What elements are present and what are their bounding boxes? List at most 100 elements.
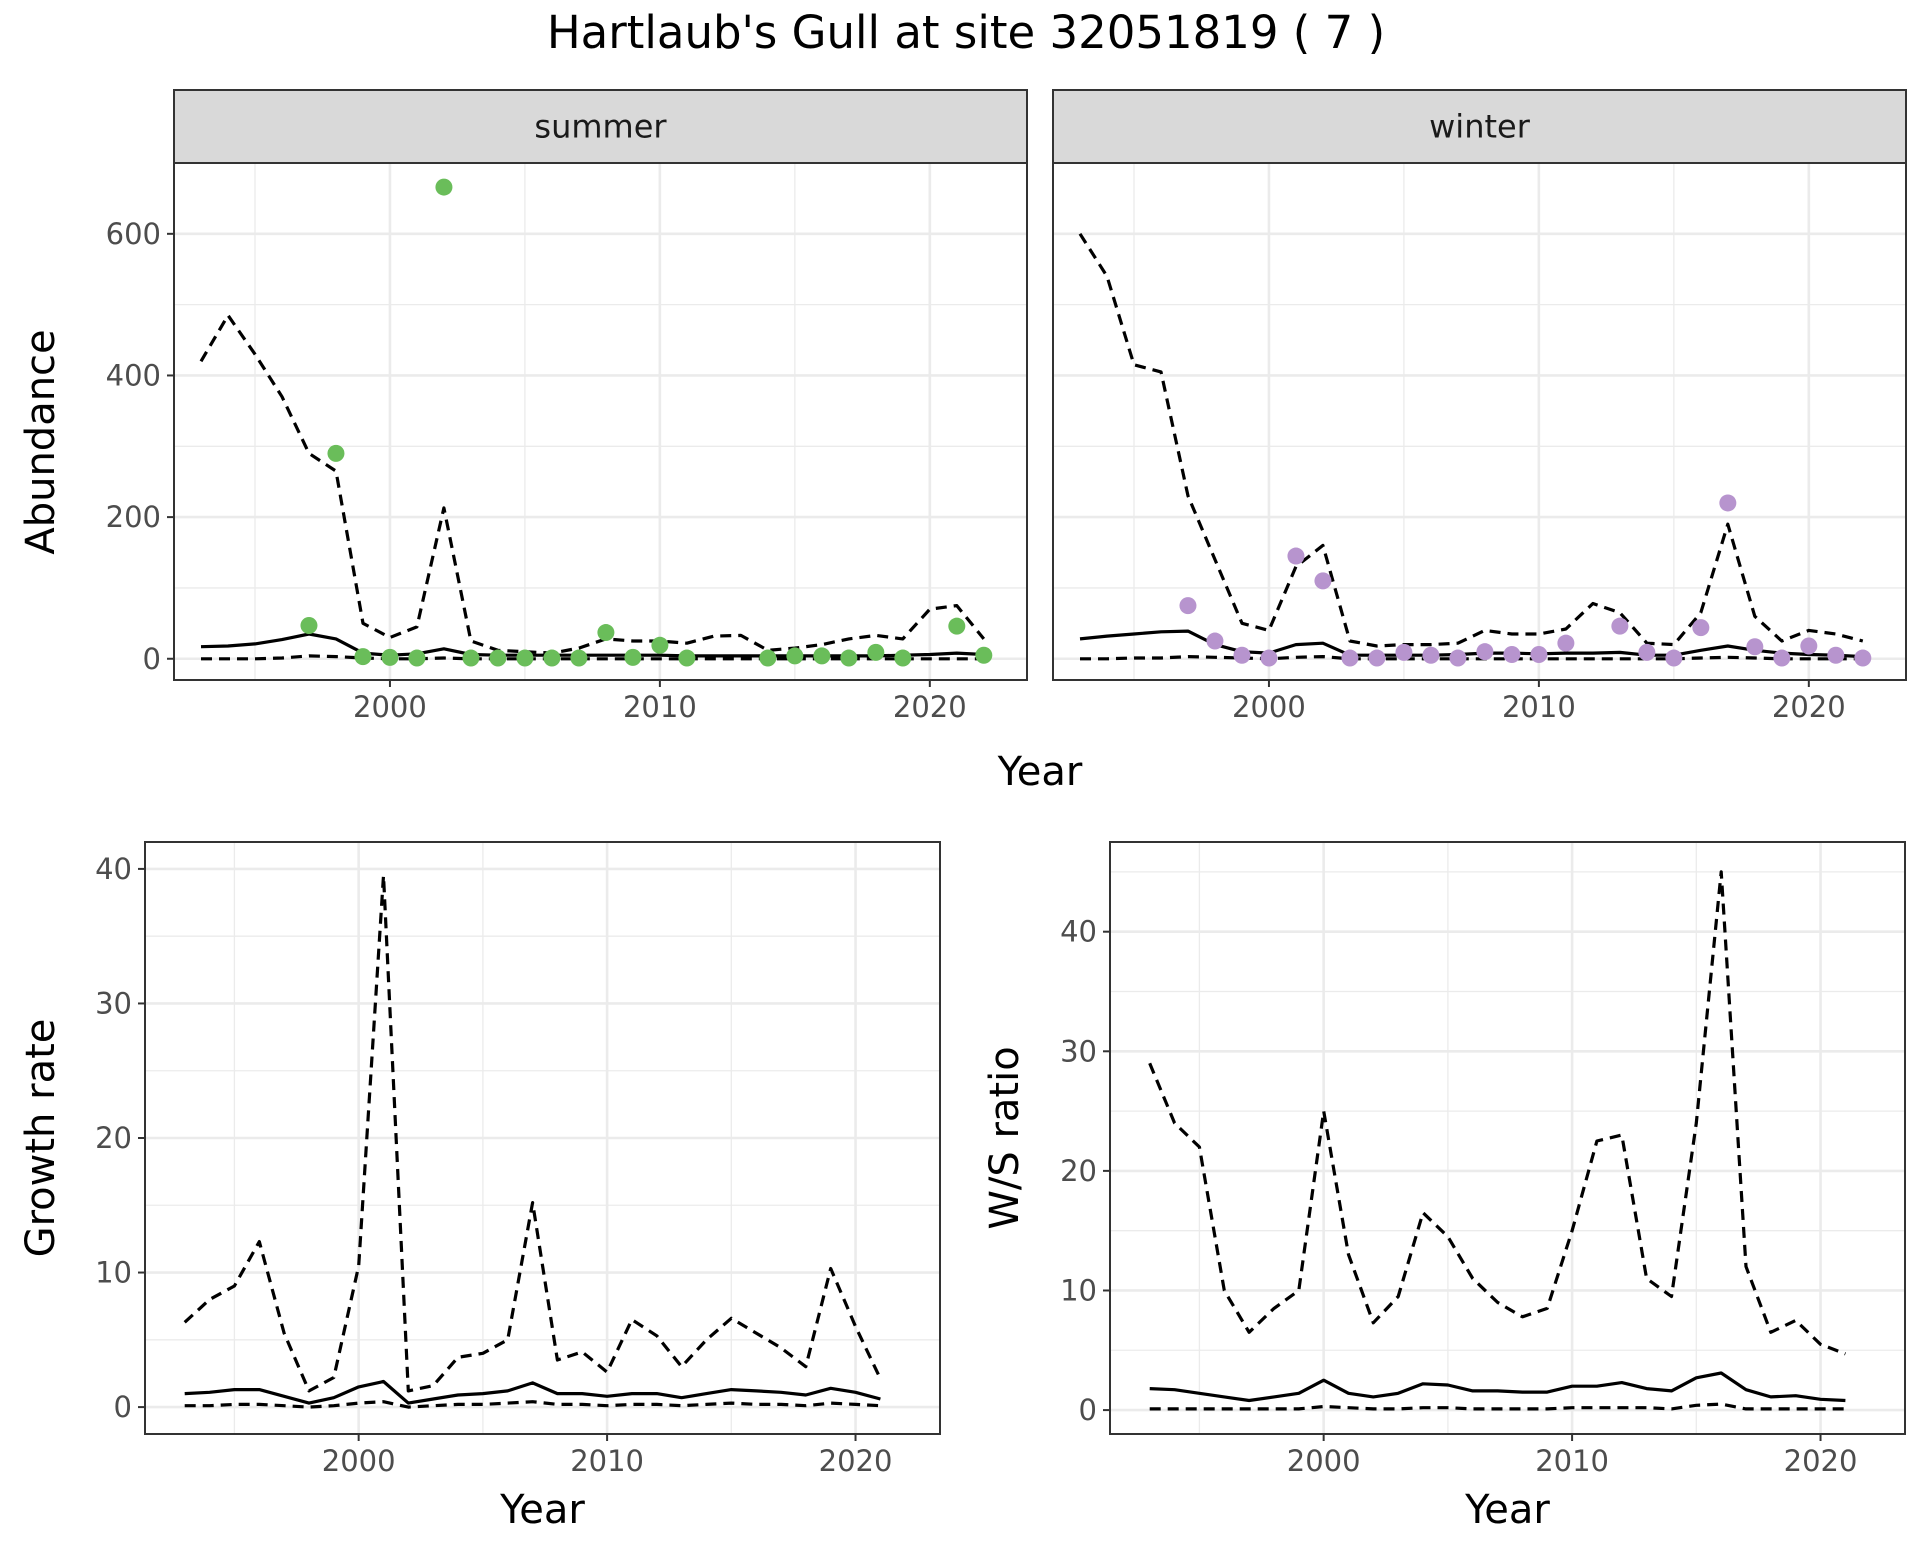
series-line-dashed-2 (1080, 654, 1863, 661)
y-tick-label: 0 (143, 642, 161, 676)
plot-background (1053, 163, 1906, 680)
data-point (354, 648, 372, 666)
data-point (813, 647, 831, 665)
series-line-dashed-1 (1148, 870, 1846, 1356)
data-point (1476, 643, 1494, 661)
data-point (570, 649, 588, 667)
data-point (516, 649, 534, 667)
x-tick-label: 2010 (570, 1444, 644, 1478)
y-tick-label: 600 (106, 217, 161, 251)
data-point (759, 649, 777, 667)
data-point (948, 617, 966, 635)
y-tick-label: 20 (1060, 1154, 1097, 1188)
series-line-dashed-2 (184, 1400, 881, 1409)
y-axis-title: W/S ratio (982, 1046, 1028, 1229)
data-point (1665, 649, 1683, 667)
panel-ratio: 0 10 20 30 40 2000 2010 2020 Year W/S ratio (982, 841, 1906, 1533)
data-point (1719, 494, 1737, 512)
data-point (1233, 646, 1251, 664)
data-point (300, 616, 318, 634)
panel-growth: 0 10 20 30 40 2000 2010 2020 Year Growth rate (18, 841, 941, 1533)
y-tick-label: 20 (95, 1121, 132, 1155)
facet-strip (1052, 89, 1907, 164)
y-tick-label: 0 (1079, 1393, 1097, 1427)
x-tick-label: 2000 (353, 690, 427, 724)
panel-winter: winter 2000 2010 2020 (1052, 89, 1907, 724)
y-tick-label: 30 (1060, 1034, 1097, 1068)
data-point (1260, 649, 1278, 667)
x-tick-label: 2020 (819, 1444, 893, 1478)
y-tick-label: 10 (1060, 1273, 1097, 1307)
data-point (1449, 649, 1467, 667)
top-y-axis-title: Abundance (18, 329, 64, 554)
data-point (435, 178, 453, 196)
y-tick-label: 0 (114, 1390, 132, 1424)
data-point (489, 649, 507, 667)
data-point (1395, 643, 1413, 661)
data-point (1854, 649, 1872, 667)
data-point (786, 647, 804, 665)
y-tick-label: 200 (106, 500, 161, 534)
x-tick-label: 2000 (1232, 690, 1306, 724)
data-point (1611, 617, 1629, 635)
y-tick-label: 10 (95, 1256, 132, 1290)
data-point (975, 646, 993, 664)
data-point (1638, 643, 1656, 661)
data-point (462, 649, 480, 667)
y-axis-title: Growth rate (18, 1019, 64, 1258)
data-layer (1078, 232, 1872, 667)
data-layer (1148, 870, 1846, 1411)
facet-label: summer (534, 108, 667, 146)
x-tick-label: 2010 (623, 690, 697, 724)
data-point (1503, 646, 1521, 664)
data-point (651, 636, 669, 654)
data-point (1557, 634, 1575, 652)
panel-summer: summer 0 200 400 600 2000 2010 2020 (106, 89, 1028, 724)
data-point (408, 649, 426, 667)
data-point (597, 624, 615, 642)
x-axis-title: Year (499, 1487, 585, 1533)
x-tick-label: 2010 (1502, 690, 1576, 724)
data-point (1422, 646, 1440, 664)
facet-label: winter (1429, 108, 1531, 146)
x-tick-label: 2010 (1535, 1444, 1609, 1478)
top-x-axis-title: Year (997, 749, 1083, 795)
data-point (543, 649, 561, 667)
data-point (1368, 649, 1386, 667)
plot-background (1110, 842, 1905, 1434)
data-point (381, 648, 399, 666)
y-tick-label: 30 (95, 986, 132, 1020)
data-point (867, 643, 885, 661)
data-point (1314, 572, 1332, 590)
data-point (678, 649, 696, 667)
data-point (624, 648, 642, 666)
series-line-solid-0 (184, 1379, 881, 1405)
facet-strip (173, 89, 1028, 164)
data-point (1800, 637, 1818, 655)
panel-border (1109, 841, 1906, 1435)
data-point (1206, 632, 1224, 650)
x-tick-label: 2020 (893, 690, 967, 724)
y-tick-label: 40 (1060, 915, 1097, 949)
data-point (1692, 619, 1710, 637)
x-tick-label: 2000 (322, 1444, 396, 1478)
data-layer (183, 873, 882, 1409)
page-title: Hartlaub's Gull at site 32051819 ( 7 ) (547, 6, 1385, 59)
x-axis-title: Year (1464, 1487, 1550, 1533)
data-point (1179, 597, 1197, 615)
data-point (1746, 638, 1764, 656)
y-tick-label: 40 (95, 852, 132, 886)
x-tick-label: 2000 (1287, 1444, 1361, 1478)
data-point (894, 649, 912, 667)
y-tick-label: 400 (106, 358, 161, 392)
data-point (327, 444, 345, 462)
x-tick-label: 2020 (1772, 690, 1846, 724)
series-line-dashed-1 (183, 873, 882, 1393)
data-point (1287, 547, 1305, 565)
series-line-solid-0 (1149, 1371, 1846, 1403)
series-line-dashed-2 (1149, 1402, 1846, 1411)
data-layer (199, 178, 993, 667)
series-line-dashed-1 (199, 313, 986, 655)
x-tick-label: 2020 (1784, 1444, 1858, 1478)
